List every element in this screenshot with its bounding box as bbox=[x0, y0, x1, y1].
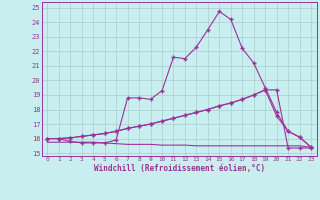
X-axis label: Windchill (Refroidissement éolien,°C): Windchill (Refroidissement éolien,°C) bbox=[94, 164, 265, 173]
